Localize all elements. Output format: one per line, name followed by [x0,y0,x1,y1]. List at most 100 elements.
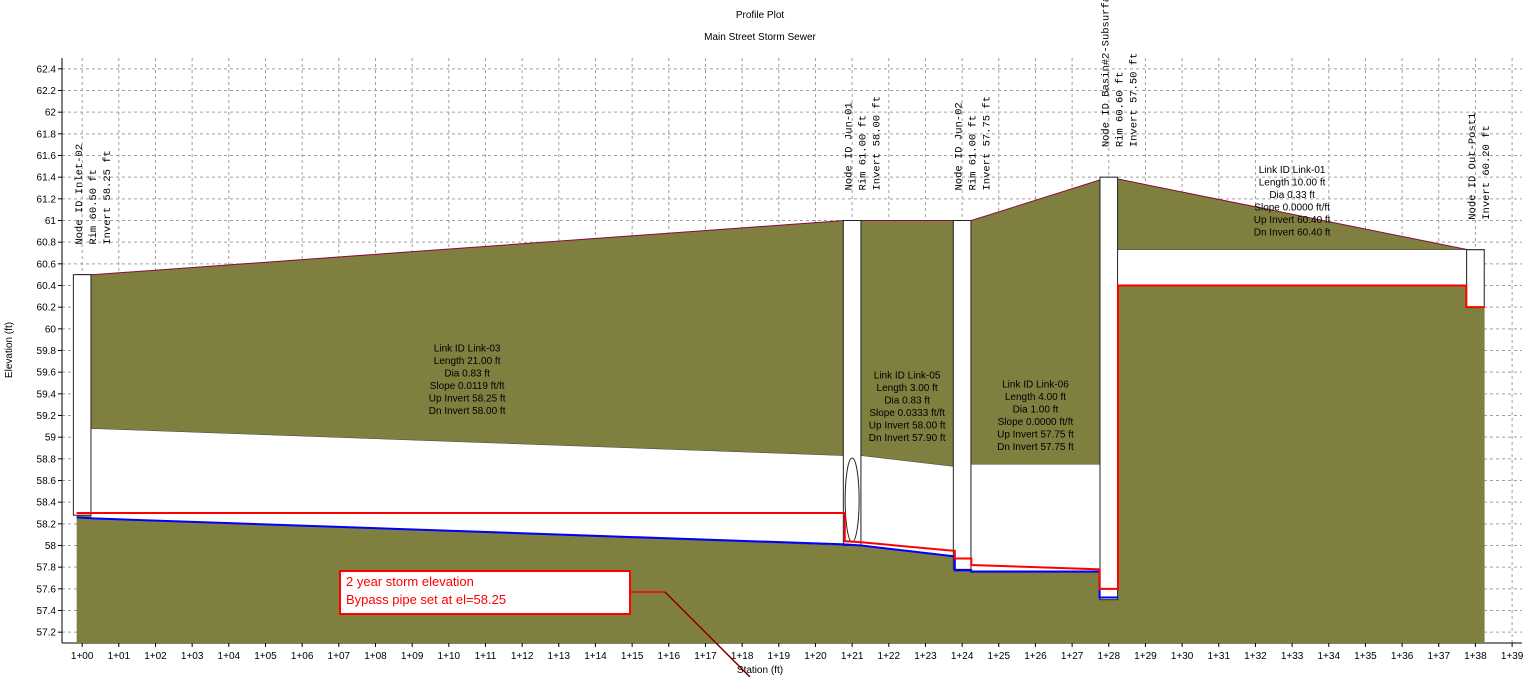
link-label: Length 10.00 ft [1259,177,1326,188]
node-label: Rim 61.00 ft [858,115,870,191]
x-tick-label: 1+24 [951,651,974,662]
link-label: Dia 0.83 ft [444,369,490,380]
link-label: Slope 0.0119 ft/ft [430,381,505,392]
node-label: Node ID Inlet-02 [74,144,86,245]
link-label: Up Invert 57.75 ft [997,429,1074,440]
link-label: Link ID Link-05 [874,371,941,382]
x-tick-label: 1+25 [988,651,1011,662]
y-tick-label: 59 [45,433,57,444]
pipe [1117,249,1467,286]
y-tick-label: 57.2 [37,628,57,639]
link-label: Up Invert 60.40 ft [1254,215,1331,226]
x-tick-label: 1+20 [804,651,827,662]
pipe [970,464,1101,573]
link-label: Dn Invert 58.00 ft [429,406,506,417]
node-label: Node ID Out-Post1 [1467,113,1479,220]
x-tick-label: 1+01 [108,651,131,662]
link-label: Dia 1.00 ft [1013,404,1059,415]
y-axis-label: Elevation (ft) [4,322,15,378]
link-label: Slope 0.0333 ft/ft [869,408,945,419]
x-tick-label: 1+35 [1354,651,1377,662]
plot-area: 57.2 57.4 57.6 57.8 58 58.2 58.4 58.6 58.8 59 59.2… [37,0,1524,662]
y-tick-label: 60.2 [37,303,57,314]
y-tick-label: 57.8 [37,563,57,574]
y-tick-label: 61 [45,216,57,227]
x-tick-label: 1+31 [1208,651,1231,662]
node-box [952,220,972,570]
node-box [842,220,862,546]
x-tick-label: 1+38 [1464,651,1487,662]
node-label: Invert 57.50 ft [1128,53,1140,148]
ground-fill [76,177,1485,643]
x-tick-label: 1+17 [694,651,717,662]
y-tick-label: 60 [45,324,57,335]
y-tick-label: 59.4 [37,389,57,400]
chart-subtitle: Main Street Storm Sewer [704,32,816,43]
node-box [1466,249,1485,308]
link-label: Dia 0.83 ft [884,396,930,407]
y-tick-label: 59.6 [37,368,57,379]
x-tick-label: 1+21 [841,651,864,662]
link-label: Up Invert 58.00 ft [869,421,946,432]
x-tick-label: 1+22 [878,651,901,662]
y-tick-label: 61.6 [37,151,57,162]
x-tick-label: 1+12 [511,651,534,662]
x-tick-label: 1+27 [1061,651,1084,662]
link-label: Link ID Link-03 [434,344,501,355]
link-label: Dia 0.33 ft [1269,190,1315,201]
link-label: Slope 0.0000 ft/ft [1254,202,1330,213]
y-tick-label: 58 [45,541,57,552]
y-tick-label: 61.8 [37,129,57,140]
x-tick-label: 1+10 [438,651,461,662]
x-axis-label: Station (ft) [737,665,783,676]
x-tick-label: 1+28 [1098,651,1121,662]
link-label: Length 3.00 ft [877,383,938,394]
x-tick-label: 1+33 [1281,651,1304,662]
link-label: Slope 0.0000 ft/ft [998,417,1074,428]
x-tick-label: 1+37 [1428,651,1451,662]
x-tick-label: 1+08 [364,651,387,662]
y-tick-label: 58.2 [37,519,57,530]
link-label: Length 4.00 ft [1005,392,1066,403]
x-tick-label: 1+14 [584,651,607,662]
link-label: Link ID Link-06 [1002,379,1069,390]
x-tick-label: 1+15 [621,651,644,662]
link-label: Dn Invert 60.40 ft [1254,227,1331,238]
link-label: Link ID Link-01 [1259,165,1326,176]
x-tick-label: 1+26 [1024,651,1047,662]
x-tick-label: 1+13 [548,651,571,662]
pipe [860,455,954,557]
x-tick-label: 1+16 [658,651,681,662]
node-label: Node ID Jun-01 [844,102,856,190]
x-tick-label: 1+32 [1244,651,1267,662]
y-tick-label: 57.6 [37,584,57,595]
y-tick-label: 62.2 [37,86,57,97]
node-label: Rim 61.00 ft [968,115,980,191]
y-tick-label: 58.4 [37,498,57,509]
node-label: Node ID Jun-02 [954,102,966,190]
node-label: Invert 58.25 ft [102,150,114,245]
y-tick-label: 57.4 [37,606,57,617]
y-tick-label: 60.8 [37,238,57,249]
x-tick-label: 1+11 [475,651,497,662]
link-label: Dn Invert 57.90 ft [869,433,946,444]
x-tick-label: 1+34 [1318,651,1341,662]
annotation-leader-core [664,591,751,677]
link-label: Dn Invert 57.75 ft [997,442,1074,453]
link-label: Length 21.00 ft [434,356,501,367]
y-tick-label: 58.8 [37,454,57,465]
node-label: Rim 60.50 ft [88,169,100,245]
x-tick-label: 1+30 [1171,651,1194,662]
x-tick-label: 1+36 [1391,651,1414,662]
y-tick-label: 62.4 [37,64,57,75]
y-tick-label: 60.6 [37,259,57,270]
y-tick-label: 59.2 [37,411,57,422]
node-box [1099,176,1119,601]
node-box [72,274,92,516]
annotation-box [339,570,631,615]
node-label: Invert 57.75 ft [982,96,994,191]
x-tick-label: 1+39 [1501,651,1524,662]
x-tick-label: 1+06 [291,651,314,662]
node-label: Invert 58.00 ft [872,96,884,191]
